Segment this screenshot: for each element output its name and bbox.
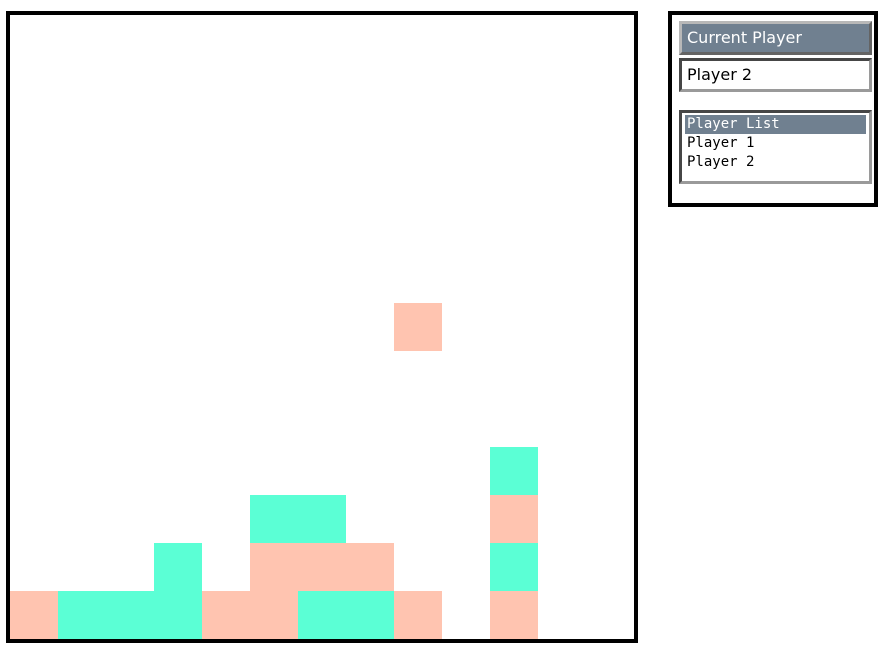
board-piece-player-2	[58, 591, 106, 639]
game-board[interactable]	[6, 11, 638, 643]
board-piece-player-2	[250, 495, 298, 543]
player-panel: Current Player Player 2 Player List Play…	[668, 11, 878, 207]
board-piece-player-2	[346, 591, 394, 639]
board-piece-player-2	[154, 591, 202, 639]
board-piece-player-1	[298, 543, 346, 591]
player-list-item[interactable]: Player 1	[687, 135, 755, 151]
board-piece-player-1	[490, 591, 538, 639]
board-piece-player-1	[250, 543, 298, 591]
board-piece-player-1	[346, 543, 394, 591]
player-list[interactable]: Player List Player 1 Player 2	[679, 110, 872, 184]
board-piece-player-2	[490, 447, 538, 495]
player-list-header[interactable]: Player List	[685, 115, 866, 134]
board-piece-player-1	[490, 495, 538, 543]
current-player-value: Player 2	[679, 58, 872, 92]
board-piece-player-2	[298, 591, 346, 639]
board-piece-player-2	[154, 543, 202, 591]
board-piece-player-2	[106, 591, 154, 639]
board-piece-player-1	[250, 591, 298, 639]
board-piece-player-1	[394, 591, 442, 639]
board-piece-player-1	[202, 591, 250, 639]
board-piece-player-2	[490, 543, 538, 591]
current-player-label: Current Player	[679, 21, 872, 55]
player-list-item[interactable]: Player 2	[687, 154, 755, 170]
board-piece-player-1	[10, 591, 58, 639]
board-piece-player-2	[298, 495, 346, 543]
board-piece-player-1	[394, 303, 442, 351]
